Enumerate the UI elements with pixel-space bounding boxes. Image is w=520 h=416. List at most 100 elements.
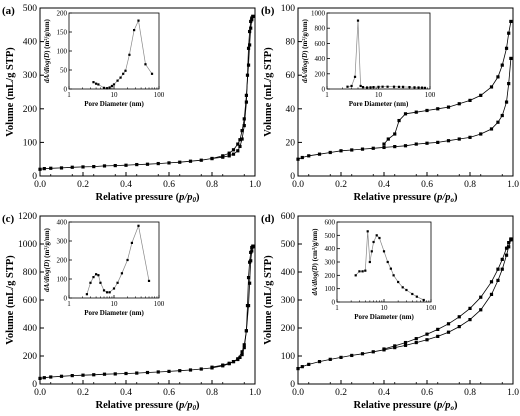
inset-data-point xyxy=(413,86,416,89)
inset-y-tick-label: 0 xyxy=(64,295,68,303)
x-tick-label: 0.4 xyxy=(120,388,132,398)
data-point xyxy=(403,112,408,116)
x-tick-label: 0.2 xyxy=(335,180,347,190)
inset-data-point xyxy=(422,298,425,302)
inset-x-tick-label: 10 xyxy=(375,91,383,99)
data-point xyxy=(397,118,401,123)
data-point xyxy=(468,135,472,139)
data-point xyxy=(244,329,248,333)
data-point xyxy=(446,322,451,326)
y-tick-label: 20 xyxy=(286,138,296,148)
data-point xyxy=(38,167,42,171)
inset-y-tick-label: 100 xyxy=(325,285,336,293)
y-tick-label: 500 xyxy=(281,240,296,250)
inset-x-tick-label: 1 xyxy=(325,91,329,99)
data-point xyxy=(221,155,225,159)
data-point xyxy=(227,151,231,155)
data-point xyxy=(360,352,365,356)
y-tick-label: 600 xyxy=(23,296,38,306)
inset-x-axis-label: Pore Diameter (nm) xyxy=(84,100,144,108)
data-point xyxy=(479,132,483,136)
inset-data-point xyxy=(147,279,151,282)
data-point xyxy=(238,138,242,142)
isotherm-line-desorption xyxy=(383,238,512,350)
inset-data-point xyxy=(97,83,100,86)
inset-frame xyxy=(336,221,432,303)
data-point xyxy=(414,142,418,146)
inset-y-tick-label: 400 xyxy=(57,219,68,227)
inset-data-point xyxy=(94,82,98,85)
inset-data-point xyxy=(361,270,364,273)
data-point xyxy=(92,373,96,377)
inset-data-point xyxy=(405,288,408,292)
y-tick-label: 400 xyxy=(23,38,38,48)
y-tick-label: 1200 xyxy=(18,212,37,222)
inset-data-point xyxy=(392,85,396,88)
data-point xyxy=(246,46,251,50)
data-point xyxy=(240,137,244,141)
x-tick-label: 1.0 xyxy=(507,388,519,398)
data-point xyxy=(156,370,160,374)
inset-data-point xyxy=(361,86,365,89)
y-tick-label: 100 xyxy=(23,138,38,148)
data-point xyxy=(446,139,451,143)
chart-panel-a: (a)0.0 0.2 0.4 0.6 0.8 1.00100200300400500Rel… xyxy=(2,4,261,204)
inset-y-tick-label: 600 xyxy=(325,219,336,227)
x-tick-label: 1.0 xyxy=(507,180,519,190)
y-tick-label: 100 xyxy=(281,4,296,14)
data-point xyxy=(245,73,250,77)
inset-data-point xyxy=(112,287,116,290)
inset-y-tick-label: 100 xyxy=(57,276,68,284)
inset-frame xyxy=(326,12,431,90)
data-point xyxy=(425,108,429,113)
inset-data-point xyxy=(102,289,106,292)
inset-data-point xyxy=(378,236,381,240)
data-point xyxy=(386,137,390,141)
x-tick-label: 0.4 xyxy=(378,388,390,398)
data-point xyxy=(489,85,494,89)
inset-data-point xyxy=(386,85,389,88)
inset-data-point xyxy=(377,85,380,88)
inset-y-tick-label: 200 xyxy=(325,272,336,280)
data-point xyxy=(317,152,322,156)
data-point xyxy=(500,63,504,67)
data-point xyxy=(496,267,500,271)
x-tick-label: 1.0 xyxy=(249,388,261,398)
inset-x-tick-label: 1 xyxy=(67,300,71,308)
data-point xyxy=(468,98,472,102)
data-point xyxy=(242,346,246,350)
inset-data-point xyxy=(144,63,147,66)
inset-data-point xyxy=(401,85,405,88)
y-tick-label: 0 xyxy=(290,172,295,182)
data-point xyxy=(124,163,128,167)
data-point xyxy=(124,371,128,376)
data-point xyxy=(339,149,343,153)
y-tick-label: 500 xyxy=(23,4,38,14)
data-point xyxy=(496,120,500,124)
inset-y-tick-label: 0 xyxy=(322,86,326,94)
data-point xyxy=(92,164,96,169)
data-point xyxy=(489,292,494,296)
data-point xyxy=(504,100,509,104)
y-axis-label: Volume (mL/g STP) xyxy=(263,47,274,137)
chart-panel-b: (b)0.0 0.2 0.4 0.6 0.8 1.0020406080100Relativ… xyxy=(261,4,519,204)
data-point xyxy=(317,360,322,364)
data-point xyxy=(393,346,397,350)
data-point xyxy=(425,332,429,336)
inset-data-point xyxy=(137,224,140,227)
inset-data-point xyxy=(356,19,360,22)
chart-panel-d: (d)0.0 0.2 0.4 0.6 0.8 1.00100200300400500600… xyxy=(261,212,519,412)
y-tick-label: 300 xyxy=(281,296,296,306)
data-point xyxy=(38,376,42,380)
inset-data-point xyxy=(386,260,389,264)
data-point xyxy=(296,157,300,161)
inset-data-point xyxy=(120,272,124,275)
data-point xyxy=(436,327,440,331)
data-point xyxy=(296,367,300,371)
inset-data-point xyxy=(392,274,395,277)
inset-data-point xyxy=(94,273,98,276)
y-tick-label: 80 xyxy=(286,38,296,48)
